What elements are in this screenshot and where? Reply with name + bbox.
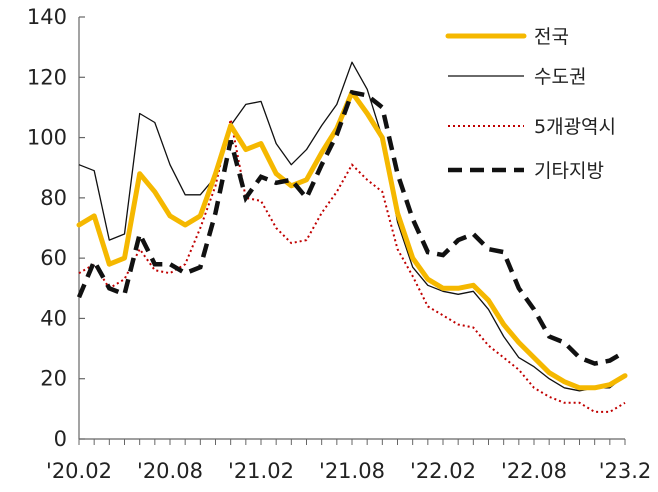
y-tick-label: 40 bbox=[40, 306, 67, 330]
x-tick-label: '20.02 bbox=[46, 459, 112, 483]
x-tick-label: '22.08 bbox=[501, 459, 567, 483]
series-line-1 bbox=[78, 61, 626, 392]
legend-label-3: 기타지방 bbox=[534, 160, 604, 182]
x-tick-label: '20.08 bbox=[137, 459, 203, 483]
y-tick-label: 20 bbox=[40, 367, 67, 391]
x-tick-label: '22.02 bbox=[410, 459, 476, 483]
axes: 0 20 40 60 80 100 120 140 '20.02 '20.08 '21.02 '21.… bbox=[27, 5, 651, 483]
y-tick-label: 120 bbox=[27, 65, 67, 89]
series-group bbox=[76, 61, 628, 413]
y-tick-label: 0 bbox=[54, 427, 67, 451]
y-tick-label: 100 bbox=[27, 126, 67, 150]
legend-label-1: 수도권 bbox=[534, 66, 586, 88]
x-tick-label: '23.2 bbox=[599, 459, 652, 483]
legend-label-2: 5개광역시 bbox=[534, 116, 616, 138]
y-tick-label: 140 bbox=[27, 5, 67, 29]
x-tick-label: '21.08 bbox=[319, 459, 385, 483]
y-tick-label: 80 bbox=[40, 186, 67, 210]
x-tick-label: '21.02 bbox=[228, 459, 294, 483]
series-line-3 bbox=[76, 89, 627, 366]
legend-label-0: 전국 bbox=[534, 26, 569, 48]
y-tick-label: 60 bbox=[40, 246, 67, 270]
series-line-2 bbox=[78, 119, 626, 413]
